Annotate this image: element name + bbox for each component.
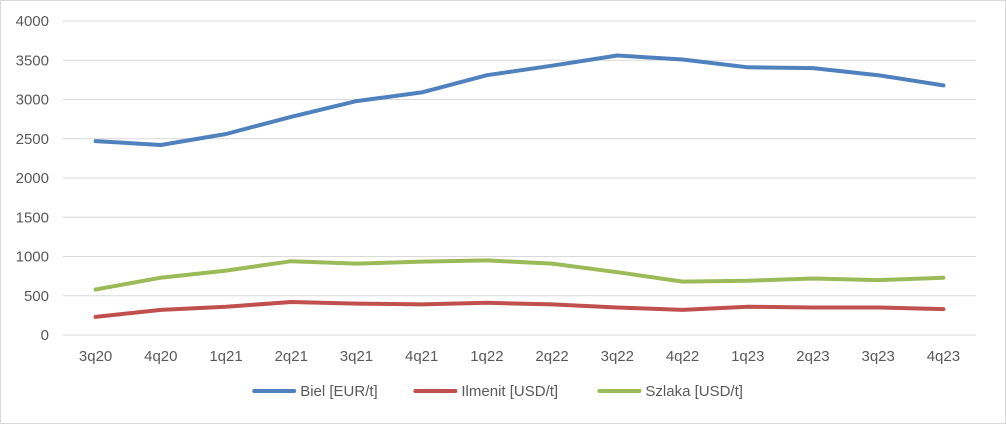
data-point-s0-8 xyxy=(615,54,619,58)
x-tick-label: 4q20 xyxy=(144,348,177,365)
data-point-s1-4 xyxy=(354,302,358,306)
series-line-0 xyxy=(93,53,946,147)
data-point-s2-2 xyxy=(224,269,228,273)
data-point-s0-11 xyxy=(811,66,815,70)
data-point-s0-7 xyxy=(550,64,554,68)
legend-item-1: Ilmenit [USD/t] xyxy=(413,383,558,400)
data-point-s2-11 xyxy=(811,276,815,280)
y-tick-label: 1000 xyxy=(16,249,49,266)
data-point-s1-12 xyxy=(876,306,880,310)
series-lines xyxy=(93,53,946,319)
x-axis-ticks: 3q20 4q20 1q21 2q21 3q21 4q21 1q22 2q22 3q22 4q22… xyxy=(79,348,960,365)
data-point-s0-0 xyxy=(94,139,98,143)
data-point-s0-3 xyxy=(289,115,293,119)
y-tick-label: 3000 xyxy=(16,92,49,109)
y-tick-label: 2500 xyxy=(16,131,49,148)
legend-label: Ilmenit [USD/t] xyxy=(461,383,558,400)
x-tick-label: 2q22 xyxy=(535,348,568,365)
x-tick-label: 3q20 xyxy=(79,348,112,365)
data-point-s2-3 xyxy=(289,259,293,263)
data-point-s2-4 xyxy=(354,262,358,266)
data-point-s1-1 xyxy=(159,308,163,312)
data-point-s1-3 xyxy=(289,300,293,304)
data-point-s0-10 xyxy=(746,65,750,69)
y-tick-label: 1500 xyxy=(16,209,49,226)
data-point-s2-5 xyxy=(420,260,424,264)
data-point-s0-1 xyxy=(159,143,163,147)
data-point-s0-2 xyxy=(224,132,228,136)
data-point-s1-10 xyxy=(746,305,750,309)
legend-label: Biel [EUR/t] xyxy=(300,383,378,400)
data-point-s1-2 xyxy=(224,305,228,309)
data-point-s2-12 xyxy=(876,278,880,282)
gridlines xyxy=(63,20,976,336)
data-point-s1-6 xyxy=(485,301,489,305)
data-point-s0-9 xyxy=(681,57,685,61)
data-point-s0-12 xyxy=(876,73,880,77)
legend-label: Szlaka [USD/t] xyxy=(645,383,743,400)
series-line-1 xyxy=(93,300,946,319)
data-point-s1-9 xyxy=(681,308,685,312)
y-tick-label: 4000 xyxy=(16,13,49,30)
data-point-s1-0 xyxy=(94,315,98,319)
data-point-s0-4 xyxy=(354,99,358,103)
data-point-s2-6 xyxy=(485,258,489,262)
x-tick-label: 2q23 xyxy=(796,348,829,365)
legend-item-0: Biel [EUR/t] xyxy=(252,383,378,400)
x-tick-label: 3q23 xyxy=(861,348,894,365)
data-point-s2-1 xyxy=(159,276,163,280)
x-tick-label: 3q21 xyxy=(340,348,373,365)
x-tick-label: 4q22 xyxy=(666,348,699,365)
data-point-s2-9 xyxy=(681,280,685,284)
data-point-s1-13 xyxy=(941,307,945,311)
data-point-s2-7 xyxy=(550,262,554,266)
legend-item-2: Szlaka [USD/t] xyxy=(597,383,743,400)
data-point-s1-5 xyxy=(420,302,424,306)
y-tick-label: 500 xyxy=(24,288,49,305)
data-point-s1-7 xyxy=(550,302,554,306)
x-tick-label: 4q23 xyxy=(927,348,960,365)
x-tick-label: 1q21 xyxy=(209,348,242,365)
data-point-s1-11 xyxy=(811,306,815,310)
x-tick-label: 4q21 xyxy=(405,348,438,365)
data-point-s0-5 xyxy=(420,90,424,94)
data-point-s2-10 xyxy=(746,279,750,283)
series-line-2 xyxy=(93,258,946,292)
data-point-s2-8 xyxy=(615,270,619,274)
y-axis-ticks: 0 500 1000 1500 2000 2500 3000 3500 4000 xyxy=(16,13,49,344)
legend: Biel [EUR/t] Ilmenit [USD/t] Szlaka [USD/t… xyxy=(252,383,743,400)
x-tick-label: 1q23 xyxy=(731,348,764,365)
y-tick-label: 0 xyxy=(41,327,49,344)
data-point-s2-13 xyxy=(941,276,945,280)
data-point-s1-8 xyxy=(615,306,619,310)
data-point-s0-13 xyxy=(941,83,945,87)
data-point-s2-0 xyxy=(94,287,98,291)
x-tick-label: 3q22 xyxy=(601,348,634,365)
y-tick-label: 3500 xyxy=(16,52,49,69)
y-tick-label: 2000 xyxy=(16,170,49,187)
data-point-s0-6 xyxy=(485,73,489,77)
x-tick-label: 2q21 xyxy=(275,348,308,365)
x-tick-label: 1q22 xyxy=(470,348,503,365)
